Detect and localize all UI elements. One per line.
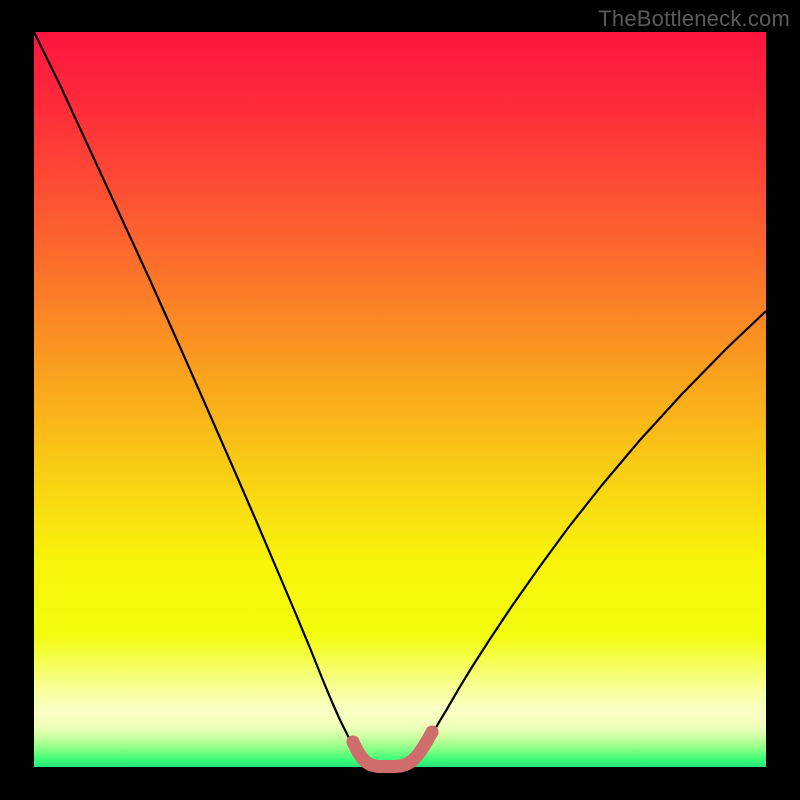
chart-frame: TheBottleneck.com (0, 0, 800, 800)
marker-end-dot (426, 726, 439, 739)
bottleneck-curve-plot (0, 0, 800, 800)
plot-background (34, 32, 766, 767)
marker-start-dot (347, 736, 360, 749)
